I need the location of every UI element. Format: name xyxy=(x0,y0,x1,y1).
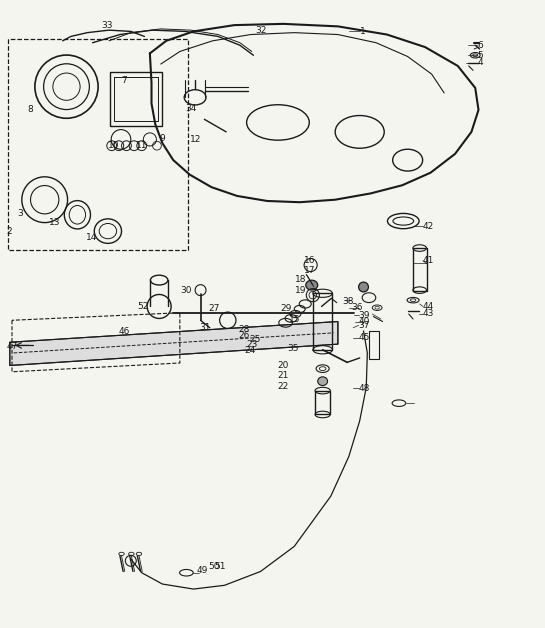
Text: 35: 35 xyxy=(288,344,299,353)
Text: 22: 22 xyxy=(277,382,288,391)
Text: 48: 48 xyxy=(359,384,370,392)
Polygon shape xyxy=(10,322,338,365)
Text: 8: 8 xyxy=(27,106,33,114)
Ellipse shape xyxy=(306,280,318,290)
Text: 31: 31 xyxy=(199,323,210,332)
Text: 38: 38 xyxy=(342,297,354,306)
Text: 4: 4 xyxy=(477,58,483,67)
Text: 50: 50 xyxy=(208,562,220,571)
Text: 12: 12 xyxy=(190,135,201,144)
Text: 47: 47 xyxy=(7,342,18,351)
Text: 52: 52 xyxy=(137,302,149,311)
Text: 9: 9 xyxy=(159,134,165,143)
Text: 16: 16 xyxy=(304,256,316,265)
Text: 40: 40 xyxy=(359,317,370,326)
Text: 26: 26 xyxy=(239,332,250,340)
Text: 39: 39 xyxy=(359,311,370,320)
Ellipse shape xyxy=(359,282,368,292)
Bar xyxy=(315,391,330,414)
Text: 43: 43 xyxy=(423,310,434,318)
Text: 45: 45 xyxy=(359,333,370,342)
Text: 28: 28 xyxy=(239,325,250,334)
Bar xyxy=(413,248,427,291)
Text: 2: 2 xyxy=(7,227,12,236)
Text: 49: 49 xyxy=(196,566,208,575)
Text: 51: 51 xyxy=(215,562,226,571)
Text: 18: 18 xyxy=(295,275,307,284)
Text: 15: 15 xyxy=(289,315,300,323)
Text: 17: 17 xyxy=(304,266,316,274)
Text: 30: 30 xyxy=(180,286,191,295)
Text: 23: 23 xyxy=(246,340,258,349)
Text: 37: 37 xyxy=(359,321,370,330)
Text: 19: 19 xyxy=(295,286,307,295)
Text: 46: 46 xyxy=(119,327,130,336)
Text: 21: 21 xyxy=(277,371,288,380)
Text: 6: 6 xyxy=(477,41,483,50)
Text: 14: 14 xyxy=(86,233,98,242)
Text: 13: 13 xyxy=(49,219,60,227)
Ellipse shape xyxy=(318,377,328,386)
Text: 3: 3 xyxy=(17,209,23,218)
Bar xyxy=(110,72,162,126)
Text: 41: 41 xyxy=(423,256,434,265)
Text: 33: 33 xyxy=(101,21,112,30)
Text: 32: 32 xyxy=(255,26,267,35)
Text: 7: 7 xyxy=(121,76,127,85)
Text: 42: 42 xyxy=(423,222,434,230)
Bar xyxy=(313,293,332,350)
Text: 44: 44 xyxy=(423,302,434,311)
Text: 11: 11 xyxy=(136,141,148,150)
Bar xyxy=(369,331,379,359)
Text: 20: 20 xyxy=(277,361,288,370)
Text: 1: 1 xyxy=(360,27,366,36)
Text: 27: 27 xyxy=(208,305,220,313)
Text: 34: 34 xyxy=(185,104,197,112)
Text: 29: 29 xyxy=(281,305,292,313)
Text: 36: 36 xyxy=(351,303,362,312)
Text: 25: 25 xyxy=(250,335,261,344)
Text: 24: 24 xyxy=(244,346,256,355)
Text: 10: 10 xyxy=(108,141,119,150)
Text: 5: 5 xyxy=(477,51,483,60)
